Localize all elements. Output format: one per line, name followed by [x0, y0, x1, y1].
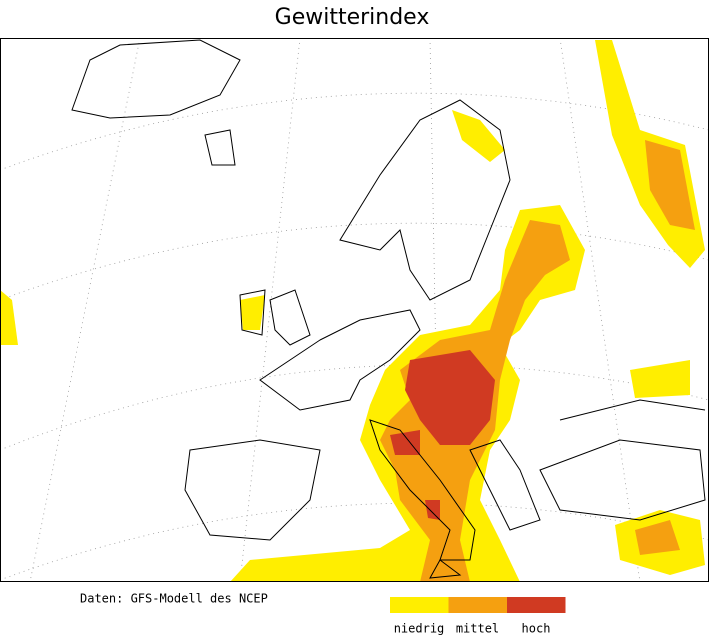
weather-area — [0, 290, 18, 345]
legend-swatch — [448, 597, 507, 613]
legend: niedrig mittel hoch — [390, 597, 566, 636]
legend-label: hoch — [522, 622, 551, 636]
graticule — [0, 37, 709, 583]
map — [0, 37, 709, 583]
weather-area — [452, 110, 505, 162]
coastlines — [71, 39, 706, 579]
title: Gewitterindex — [275, 5, 430, 30]
map-background — [0, 38, 709, 582]
legend-label: niedrig — [394, 622, 445, 636]
legend-label: mittel — [456, 622, 499, 636]
weather-area — [405, 350, 495, 445]
legend-swatch — [390, 597, 449, 613]
source-note: Daten: GFS-Modell des NCEP — [80, 592, 268, 606]
weather-area — [645, 140, 695, 230]
weather-area — [630, 360, 690, 398]
weather-area — [240, 295, 265, 330]
weather-area — [390, 430, 420, 455]
legend-swatch — [507, 597, 566, 613]
weather-area — [635, 520, 680, 555]
weather-area — [425, 500, 440, 520]
weather-areas — [0, 40, 705, 582]
